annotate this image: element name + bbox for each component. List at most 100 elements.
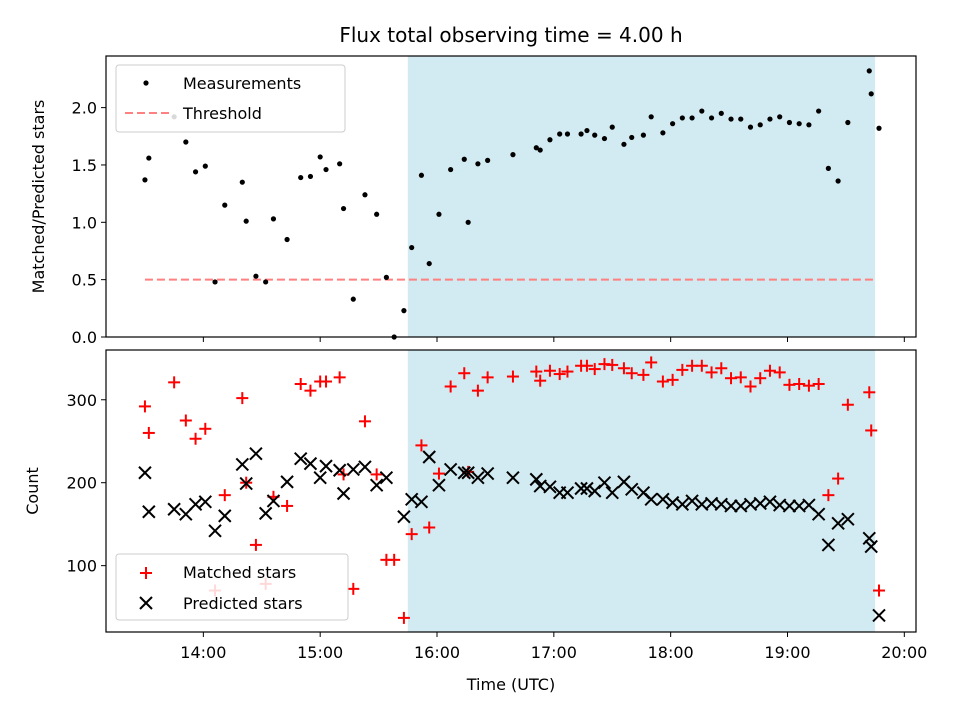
predicted-star-point	[656, 492, 670, 507]
matched-star-point	[304, 384, 317, 397]
predicted-star-point	[597, 475, 612, 490]
predicted-star-point	[294, 451, 308, 466]
measurement-point	[401, 308, 407, 314]
legend-measurements-label: Measurements	[183, 74, 301, 93]
matched-star-point	[695, 359, 708, 372]
measurement-point	[876, 125, 882, 131]
x-tick-label: 18:00	[648, 643, 694, 662]
matched-star-point	[388, 553, 401, 566]
bottom-y-tick-label: 300	[66, 391, 97, 410]
measurement-point	[767, 116, 773, 122]
matched-star-point	[432, 467, 445, 480]
predicted-star-point	[685, 494, 699, 508]
predicted-star-point	[529, 472, 544, 487]
measurement-point	[307, 173, 314, 180]
matched-star-point	[138, 400, 151, 413]
predicted-star-point	[605, 485, 619, 500]
matched-star-point	[405, 528, 418, 541]
predicted-star-point	[138, 466, 152, 480]
matched-star-point	[676, 363, 689, 376]
measurements-points	[142, 68, 882, 340]
measurement-point	[222, 202, 228, 208]
legend-predicted-label: Predicted stars	[183, 594, 303, 613]
predicted-star-point	[235, 457, 250, 472]
matched-star-point	[773, 366, 786, 379]
matched-star-point	[444, 380, 457, 393]
measurement-point	[738, 116, 744, 122]
measurement-point	[340, 205, 347, 212]
predicted-star-point	[574, 481, 588, 496]
measurement-point	[263, 279, 269, 285]
matched-star-point	[281, 499, 294, 512]
predicted-star-point	[346, 462, 360, 477]
predicted-star-point	[543, 480, 557, 494]
measurement-point	[578, 131, 584, 137]
legend-measurements-marker	[143, 80, 149, 86]
bottom-panel: 100 200 300 14:00 15:00 16:00 17:00 18:00 19:00…	[23, 349, 927, 694]
measurement-point	[183, 139, 189, 145]
matched-star-point	[561, 365, 574, 378]
matched-star-point	[553, 368, 566, 381]
predicted-stars-points	[138, 446, 886, 623]
matched-star-point	[358, 415, 371, 428]
top-y-tick-label: 2.0	[72, 99, 97, 118]
matched-star-point	[481, 371, 494, 384]
measurement-point	[584, 127, 590, 134]
measurement-point	[202, 163, 208, 169]
bottom-y-tick-label: 100	[66, 557, 97, 576]
x-tick-label: 19:00	[764, 643, 810, 662]
predicted-star-point	[208, 524, 222, 538]
predicted-star-point	[580, 481, 594, 496]
chart-title: Flux total observing time = 4.00 h	[339, 23, 682, 47]
matched-star-point	[637, 368, 650, 381]
matched-star-point	[832, 472, 845, 485]
predicted-star-point	[239, 476, 253, 491]
predicted-star-point	[198, 495, 213, 509]
matched-star-point	[865, 424, 878, 437]
predicted-star-point	[471, 471, 485, 485]
measurement-point	[270, 216, 277, 222]
measurement-point	[660, 130, 666, 136]
predicted-star-point	[821, 538, 836, 552]
predicted-star-point	[841, 512, 855, 526]
matched-star-point	[218, 489, 231, 502]
top-legend: Measurements Threshold	[115, 64, 346, 133]
top-y-axis-label: Matched/Predicted stars	[29, 100, 48, 294]
matched-star-point	[705, 366, 718, 379]
top-y-tick-label: 0.0	[72, 328, 97, 347]
matched-star-point	[320, 375, 333, 388]
matched-star-point	[333, 371, 346, 384]
bottom-y-axis-label: Count	[23, 467, 42, 515]
measurement-point	[337, 161, 343, 167]
x-tick-label: 14:00	[180, 643, 226, 662]
matched-star-point	[656, 375, 669, 388]
bottom-y-tick-label: 200	[66, 474, 97, 493]
measurement-point	[699, 108, 705, 114]
measurement-point	[436, 211, 442, 217]
matched-star-point	[645, 356, 658, 369]
measurement-point	[718, 110, 724, 116]
matched-star-point	[580, 359, 593, 372]
legend-matched-marker	[140, 567, 152, 579]
predicted-star-point	[414, 495, 429, 509]
predicted-star-point	[675, 497, 690, 511]
matched-star-point	[802, 379, 815, 392]
matched-star-point	[189, 432, 202, 445]
predicted-star-point	[461, 466, 475, 480]
measurement-point	[806, 122, 812, 128]
matched-star-point	[397, 611, 410, 624]
measurement-point	[533, 145, 539, 151]
matched-star-point	[236, 392, 249, 405]
matched-star-point	[873, 584, 886, 597]
predicted-star-point	[811, 507, 826, 521]
matched-star-point	[179, 414, 192, 427]
predicted-star-point	[862, 531, 876, 545]
measurement-point	[609, 124, 615, 130]
top-y-tick-label: 1.0	[72, 213, 97, 232]
measurement-point	[601, 135, 608, 142]
matched-star-point	[471, 384, 484, 397]
measurement-point	[323, 166, 329, 173]
measurement-point	[757, 122, 763, 128]
measurement-point	[350, 296, 356, 302]
